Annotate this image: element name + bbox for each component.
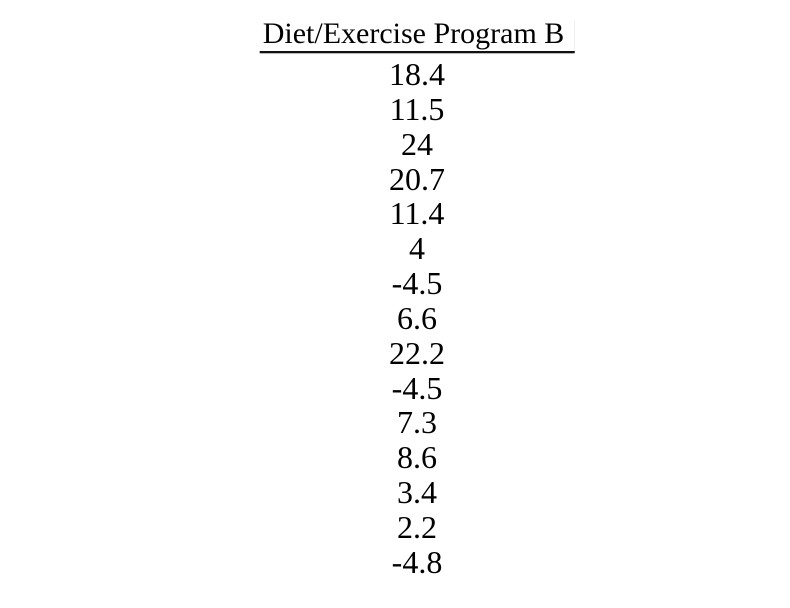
column-values: 18.4 11.5 24 20.7 11.4 4 -4.5 6.6 22.2 -4.5 7.3 8.6… xyxy=(260,57,575,580)
value-cell: 6.6 xyxy=(397,299,437,336)
value-cell: 4 xyxy=(409,230,425,267)
column-header: Diet/Exercise Program B xyxy=(259,19,575,53)
value-cell: 8.6 xyxy=(397,439,437,476)
value-cell: 20.7 xyxy=(389,160,445,197)
data-column: Diet/Exercise Program B 18.4 11.5 24 20.7 11… xyxy=(259,19,575,580)
value-cell: 3.4 xyxy=(397,474,437,511)
value-cell: 2.2 xyxy=(397,508,437,545)
value-cell: 11.4 xyxy=(389,195,445,232)
value-cell: 18.4 xyxy=(389,56,445,92)
value-cell: 11.5 xyxy=(389,90,445,127)
column-header-row: Diet/Exercise Program B xyxy=(259,19,575,53)
value-cell: 7.3 xyxy=(397,404,437,441)
value-cell: 22.2 xyxy=(389,334,445,371)
value-cell: -4.8 xyxy=(391,543,443,580)
value-cell: 24 xyxy=(401,125,433,162)
value-cell: -4.5 xyxy=(391,265,443,302)
value-cell: -4.5 xyxy=(391,369,443,406)
